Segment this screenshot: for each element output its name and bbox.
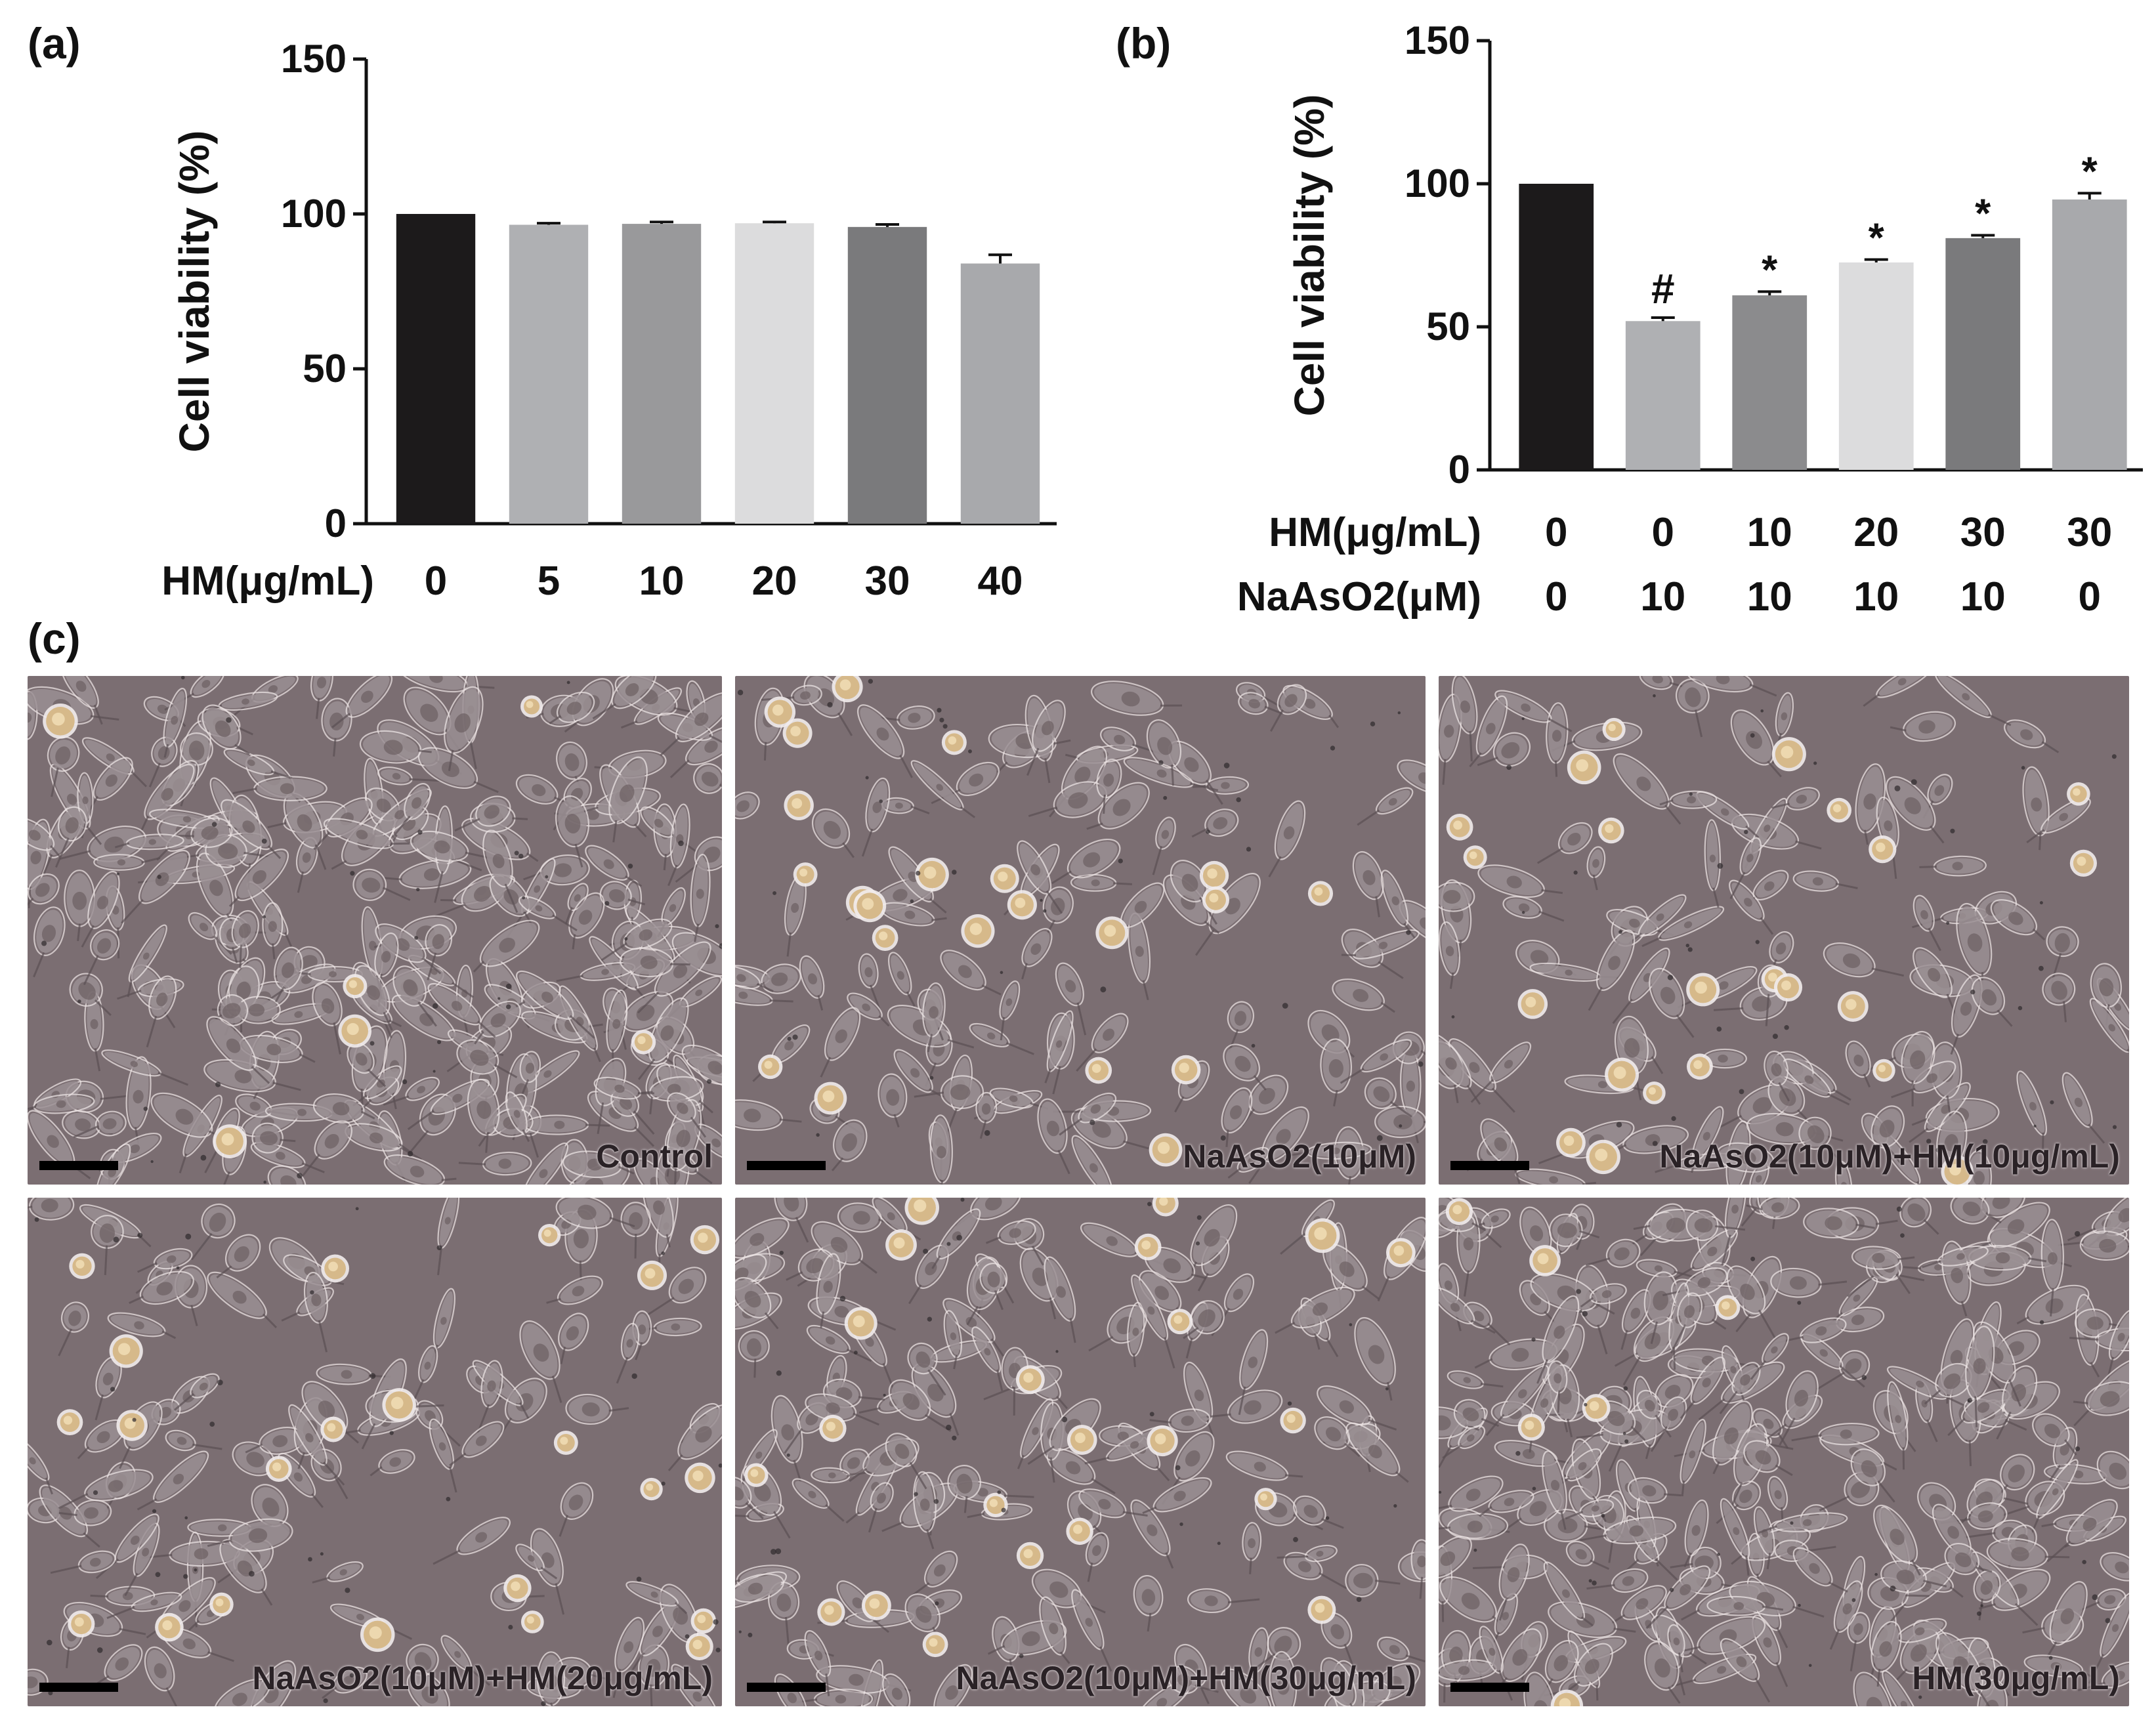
significance-mark: * [1762, 247, 1778, 293]
panel-label-c: (c) [28, 614, 81, 663]
bar [1625, 321, 1701, 470]
bar [509, 224, 589, 524]
bar [396, 214, 476, 524]
x-tick-label: 10 [639, 558, 685, 604]
row-label: NaAsO2(μM) [1237, 574, 1481, 620]
scale-bar [39, 1683, 118, 1692]
micrograph-tile: NaAsO2(10μM) [735, 676, 1426, 1185]
chart-a: 0 50 100 150 Cell viability (%) 0 5 10 20 30 40 HM(… [161, 37, 1057, 604]
bar [622, 224, 702, 524]
bar [2052, 199, 2127, 470]
x-tick-label: 0 [1545, 510, 1567, 555]
x-tick-label-row2: 0 [2079, 574, 2101, 620]
panel-label-b: (b) [1116, 19, 1172, 68]
y-tick-label: 0 [1448, 448, 1470, 492]
micrograph-caption: Control [596, 1138, 713, 1175]
significance-mark: * [1869, 216, 1885, 261]
y-tick-label: 150 [281, 37, 347, 81]
scale-bar [747, 1683, 826, 1692]
x-tick-label: 0 [425, 558, 447, 604]
scale-bar [747, 1161, 826, 1170]
bar [1519, 184, 1594, 470]
significance-mark: * [2082, 149, 2098, 194]
x-tick-label-row2: 10 [1747, 574, 1792, 620]
micrograph-image [28, 1198, 722, 1706]
scale-bar [1450, 1161, 1529, 1170]
x-tick-label-row2: 10 [1640, 574, 1685, 620]
bar [1945, 238, 2021, 470]
micrograph-tile: NaAsO2(10μM)+HM(20μg/mL) [28, 1198, 722, 1706]
micrograph-caption: NaAsO2(10μM)+HM(30μg/mL) [956, 1660, 1416, 1696]
x-tick-label: 10 [1747, 510, 1792, 555]
bar [1732, 295, 1807, 470]
bar [960, 263, 1040, 524]
x-tick-label: 0 [1652, 510, 1674, 555]
bar [847, 226, 927, 524]
micrograph-image [735, 1198, 1426, 1706]
x-tick-label-row2: 10 [1960, 574, 2006, 620]
x-tick-label: 20 [752, 558, 797, 604]
x-tick-label: 20 [1853, 510, 1899, 555]
micrograph-caption: NaAsO2(10μM)+HM(10μg/mL) [1659, 1138, 2120, 1175]
y-tick-label: 50 [1426, 305, 1470, 348]
micrograph-caption: HM(30μg/mL) [1912, 1660, 2120, 1696]
micrograph-caption: NaAsO2(10μM) [1183, 1138, 1416, 1175]
row-label: HM(μg/mL) [161, 558, 374, 604]
micrograph-tile: NaAsO2(10μM)+HM(10μg/mL) [1439, 676, 2129, 1185]
y-axis-label: Cell viability (%) [1286, 95, 1333, 417]
significance-mark: # [1651, 265, 1675, 312]
micrograph-tile: Control [28, 676, 722, 1185]
x-tick-label-row2: 0 [1545, 574, 1567, 620]
bar [734, 223, 814, 524]
x-tick-label: 30 [865, 558, 910, 604]
micrograph-tile: NaAsO2(10μM)+HM(30μg/mL) [735, 1198, 1426, 1706]
x-tick-label: 40 [978, 558, 1023, 604]
panel-label-a: (a) [28, 19, 81, 68]
y-tick-label: 100 [281, 192, 347, 236]
y-tick-label: 150 [1405, 18, 1470, 62]
x-tick-label-row2: 10 [1853, 574, 1899, 620]
micrograph-image [735, 676, 1426, 1185]
row-label: HM(μg/mL) [1269, 510, 1481, 555]
x-tick-label: 30 [1960, 510, 2006, 555]
y-axis-label: Cell viability (%) [171, 131, 218, 453]
x-tick-label: 5 [538, 558, 560, 604]
micrograph-image [28, 676, 722, 1185]
micrograph-image [1439, 676, 2129, 1185]
significance-mark: * [1975, 191, 1991, 236]
micrograph-image [1439, 1198, 2129, 1706]
scale-bar [39, 1161, 118, 1170]
x-tick-label: 30 [2067, 510, 2112, 555]
micrograph-tile: HM(30μg/mL) [1439, 1198, 2129, 1706]
y-tick-label: 0 [325, 501, 347, 545]
micrograph-caption: NaAsO2(10μM)+HM(20μg/mL) [252, 1660, 713, 1696]
scale-bar [1450, 1683, 1529, 1692]
y-tick-label: 50 [303, 347, 347, 390]
y-tick-label: 100 [1405, 161, 1470, 205]
bar [1838, 262, 1914, 470]
